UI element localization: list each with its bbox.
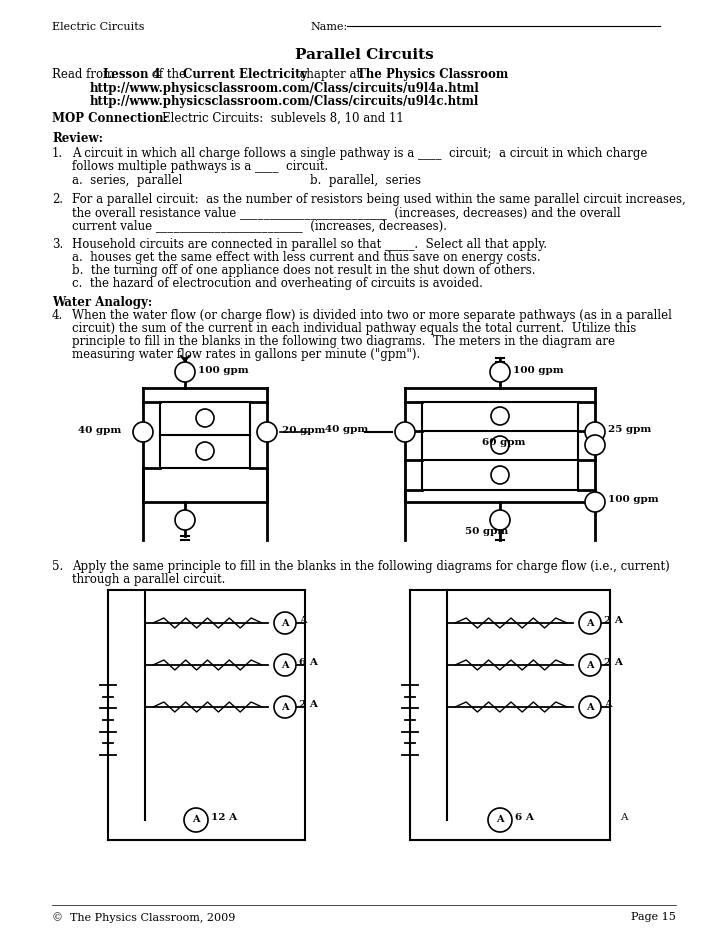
Text: 40 gpm: 40 gpm — [325, 425, 368, 434]
Text: When the water flow (or charge flow) is divided into two or more separate pathwa: When the water flow (or charge flow) is … — [72, 309, 672, 322]
Text: A: A — [586, 703, 594, 711]
Ellipse shape — [196, 442, 214, 460]
Text: 100 gpm: 100 gpm — [198, 366, 249, 375]
Text: Water Analogy:: Water Analogy: — [52, 296, 152, 309]
Text: 2 A: 2 A — [299, 700, 318, 709]
Ellipse shape — [579, 654, 601, 676]
Text: 25 gpm: 25 gpm — [608, 425, 652, 434]
Text: A: A — [496, 816, 504, 824]
Text: follows multiple pathways is a ____  circuit.: follows multiple pathways is a ____ circ… — [72, 160, 328, 173]
Ellipse shape — [175, 362, 195, 382]
Text: 40 gpm: 40 gpm — [78, 426, 122, 435]
Text: 1.: 1. — [52, 147, 63, 160]
Text: 100 gpm: 100 gpm — [608, 495, 659, 504]
Ellipse shape — [490, 510, 510, 530]
Ellipse shape — [490, 362, 510, 382]
Text: Electric Circuits:  sublevels 8, 10 and 11: Electric Circuits: sublevels 8, 10 and 1… — [162, 112, 404, 125]
Text: http://www.physicsclassroom.com/Class/circuits/u9l4c.html: http://www.physicsclassroom.com/Class/ci… — [90, 95, 479, 108]
Text: Apply the same principle to fill in the blanks in the following diagrams for cha: Apply the same principle to fill in the … — [72, 560, 670, 573]
Ellipse shape — [395, 422, 415, 442]
Text: 12 A: 12 A — [211, 813, 237, 822]
Text: 20 gpm: 20 gpm — [282, 426, 325, 435]
Text: A: A — [299, 616, 306, 625]
Text: 50 gpm: 50 gpm — [465, 527, 508, 536]
Text: Electric Circuits: Electric Circuits — [52, 22, 144, 32]
Text: Read from: Read from — [52, 68, 118, 81]
Text: A: A — [586, 660, 594, 670]
Text: Parallel Circuits: Parallel Circuits — [295, 48, 433, 62]
Ellipse shape — [257, 422, 277, 442]
Ellipse shape — [585, 492, 605, 512]
Ellipse shape — [196, 409, 214, 427]
Text: the overall resistance value _________________________  (increases, decreases) a: the overall resistance value ___________… — [72, 206, 621, 219]
Text: A: A — [586, 619, 594, 627]
Text: 3.: 3. — [52, 238, 63, 251]
Text: MOP Connection:: MOP Connection: — [52, 112, 168, 125]
Text: A circuit in which all charge follows a single pathway is a ____  circuit;  a ci: A circuit in which all charge follows a … — [72, 147, 647, 160]
Text: c.  the hazard of electrocution and overheating of circuits is avoided.: c. the hazard of electrocution and overh… — [72, 277, 483, 290]
Text: Household circuits are connected in parallel so that _____.  Select all that app: Household circuits are connected in para… — [72, 238, 547, 251]
Text: b.  the turning off of one appliance does not result in the shut down of others.: b. the turning off of one appliance does… — [72, 264, 536, 277]
Text: A: A — [281, 619, 289, 627]
Text: A: A — [281, 660, 289, 670]
Text: through a parallel circuit.: through a parallel circuit. — [72, 573, 226, 586]
Text: Name:: Name: — [310, 22, 347, 32]
Ellipse shape — [579, 612, 601, 634]
Text: A: A — [281, 703, 289, 711]
Ellipse shape — [488, 808, 512, 832]
Ellipse shape — [274, 654, 296, 676]
Text: circuit) the sum of the current in each individual pathway equals the total curr: circuit) the sum of the current in each … — [72, 322, 636, 335]
Ellipse shape — [491, 407, 509, 425]
Text: 60 gpm: 60 gpm — [482, 438, 526, 447]
Text: 6 A: 6 A — [515, 813, 534, 822]
Ellipse shape — [274, 612, 296, 634]
Text: 2 A: 2 A — [604, 616, 623, 625]
Text: :: : — [481, 68, 485, 81]
Text: Page 15: Page 15 — [631, 912, 676, 922]
Text: The Physics Classroom: The Physics Classroom — [357, 68, 508, 81]
Text: current value _________________________  (increases, decreases).: current value _________________________ … — [72, 219, 447, 232]
Text: Review:: Review: — [52, 132, 103, 145]
Ellipse shape — [133, 422, 153, 442]
Ellipse shape — [585, 435, 605, 455]
Text: 100 gpm: 100 gpm — [513, 366, 563, 375]
Text: b.  parallel,  series: b. parallel, series — [310, 174, 421, 187]
Ellipse shape — [184, 808, 208, 832]
Text: 4.: 4. — [52, 309, 63, 322]
Text: of the: of the — [148, 68, 190, 81]
Text: chapter at: chapter at — [296, 68, 365, 81]
Text: ©  The Physics Classroom, 2009: © The Physics Classroom, 2009 — [52, 912, 235, 923]
Bar — [160, 402, 250, 468]
Ellipse shape — [175, 510, 195, 530]
Ellipse shape — [585, 422, 605, 442]
Bar — [422, 402, 578, 490]
Text: 6 A: 6 A — [299, 658, 318, 667]
Text: a.  houses get the same effect with less current and thus save on energy costs.: a. houses get the same effect with less … — [72, 251, 541, 264]
Text: a.  series,  parallel: a. series, parallel — [72, 174, 183, 187]
Ellipse shape — [579, 696, 601, 718]
Text: 2 A: 2 A — [604, 658, 623, 667]
Text: http://www.physicsclassroom.com/Class/circuits/u9l4a.html: http://www.physicsclassroom.com/Class/ci… — [90, 82, 480, 95]
Ellipse shape — [491, 436, 509, 454]
Text: principle to fill in the blanks in the following two diagrams.  The meters in th: principle to fill in the blanks in the f… — [72, 335, 615, 348]
Text: A: A — [604, 700, 612, 709]
Text: 2.: 2. — [52, 193, 63, 206]
Text: For a parallel circuit:  as the number of resistors being used within the same p: For a parallel circuit: as the number of… — [72, 193, 686, 206]
Text: Current Electricity: Current Electricity — [183, 68, 307, 81]
Text: A: A — [192, 816, 199, 824]
Text: Lesson 4: Lesson 4 — [103, 68, 161, 81]
Text: 5.: 5. — [52, 560, 63, 573]
Text: A: A — [620, 813, 628, 822]
Ellipse shape — [274, 696, 296, 718]
Ellipse shape — [491, 466, 509, 484]
Text: measuring water flow rates in gallons per minute ("gpm").: measuring water flow rates in gallons pe… — [72, 348, 420, 361]
